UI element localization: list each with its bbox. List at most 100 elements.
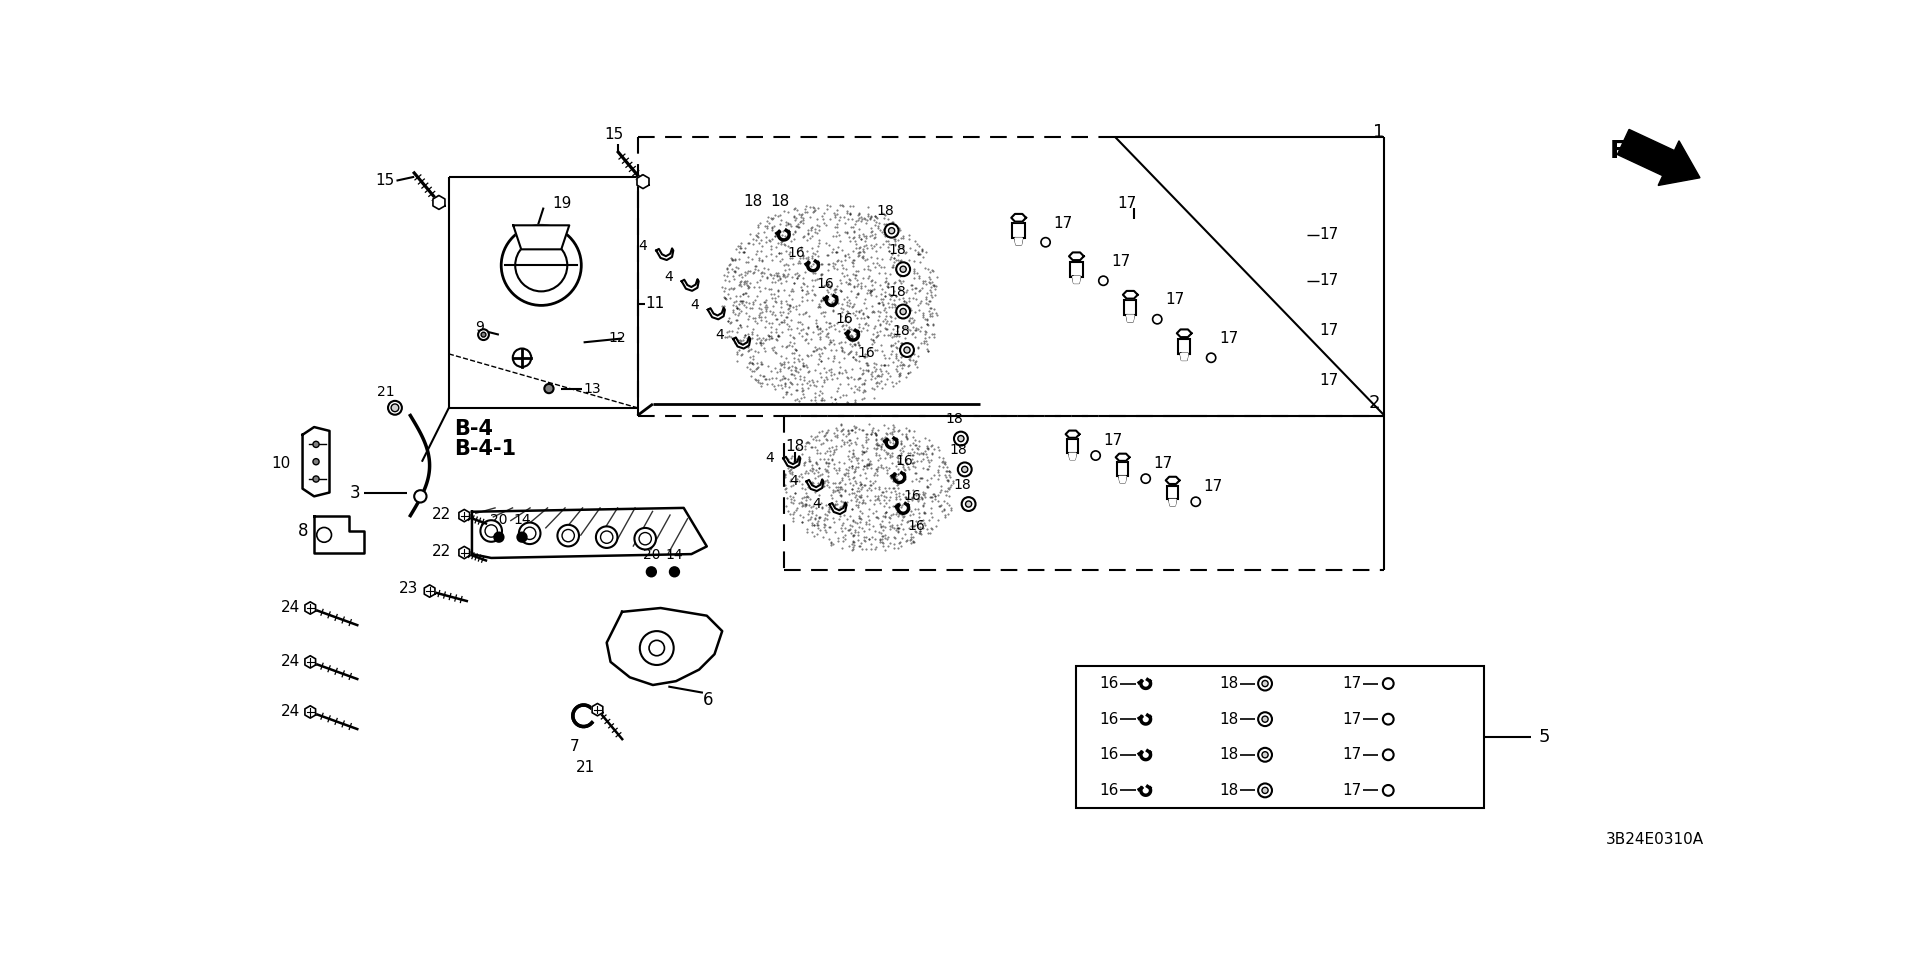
- Text: 21: 21: [376, 385, 394, 398]
- Circle shape: [904, 347, 910, 353]
- Polygon shape: [424, 585, 436, 597]
- Polygon shape: [1177, 329, 1192, 337]
- Circle shape: [313, 476, 319, 482]
- Text: 3B24E0310A: 3B24E0310A: [1605, 831, 1703, 847]
- Polygon shape: [303, 427, 330, 496]
- Circle shape: [900, 266, 906, 273]
- Circle shape: [900, 343, 914, 357]
- Text: 16: 16: [906, 519, 925, 534]
- Polygon shape: [472, 508, 707, 558]
- Text: 2: 2: [1369, 394, 1380, 412]
- Bar: [1069, 262, 1083, 276]
- Text: 17: 17: [1219, 331, 1238, 346]
- Polygon shape: [1069, 252, 1083, 260]
- Text: 15: 15: [376, 173, 396, 188]
- Circle shape: [962, 497, 975, 511]
- Polygon shape: [1066, 431, 1079, 438]
- Text: 16: 16: [895, 454, 914, 468]
- Bar: [1179, 339, 1190, 353]
- Text: 16: 16: [1100, 711, 1119, 727]
- Circle shape: [595, 526, 618, 548]
- Circle shape: [313, 442, 319, 447]
- Polygon shape: [733, 337, 751, 348]
- Circle shape: [958, 463, 972, 476]
- Text: 17: 17: [1342, 676, 1361, 691]
- Text: 17: 17: [1154, 456, 1173, 470]
- Polygon shape: [432, 196, 445, 209]
- Text: 16: 16: [1100, 783, 1119, 798]
- Bar: [1077, 665, 1484, 808]
- Text: 18: 18: [743, 194, 762, 209]
- Circle shape: [482, 332, 486, 337]
- Polygon shape: [459, 510, 470, 522]
- Text: 24: 24: [280, 601, 300, 615]
- Circle shape: [478, 329, 490, 340]
- Text: 17: 17: [1342, 783, 1361, 798]
- Circle shape: [889, 228, 895, 234]
- Bar: [1068, 440, 1079, 453]
- Polygon shape: [305, 602, 315, 614]
- Text: 4: 4: [716, 327, 724, 342]
- Polygon shape: [806, 479, 824, 491]
- Polygon shape: [1123, 291, 1139, 299]
- Text: 14: 14: [666, 548, 684, 562]
- Text: 4: 4: [789, 474, 797, 488]
- Text: 18: 18: [770, 194, 789, 209]
- Circle shape: [1261, 716, 1267, 722]
- Text: 17: 17: [1342, 711, 1361, 727]
- Text: 9: 9: [474, 320, 484, 334]
- Circle shape: [1258, 748, 1271, 761]
- Text: 18: 18: [1219, 676, 1238, 691]
- Polygon shape: [1016, 238, 1021, 245]
- Text: 6: 6: [703, 691, 714, 709]
- Polygon shape: [1116, 454, 1129, 461]
- Text: 7: 7: [570, 739, 580, 754]
- Text: 18: 18: [1219, 747, 1238, 762]
- Circle shape: [897, 304, 910, 319]
- Circle shape: [493, 533, 503, 541]
- Text: 16: 16: [787, 246, 804, 260]
- Polygon shape: [1617, 130, 1699, 185]
- Text: 18: 18: [889, 285, 906, 300]
- Text: 18: 18: [950, 444, 968, 457]
- Polygon shape: [1073, 276, 1081, 283]
- Text: 18: 18: [947, 412, 964, 426]
- Text: 20: 20: [643, 548, 660, 562]
- Text: 18: 18: [1219, 783, 1238, 798]
- Circle shape: [1140, 474, 1150, 483]
- Text: 18: 18: [785, 439, 804, 454]
- Text: 21: 21: [576, 760, 595, 776]
- Circle shape: [1206, 353, 1215, 362]
- Text: 18: 18: [954, 478, 972, 492]
- Polygon shape: [637, 175, 649, 188]
- Circle shape: [1261, 787, 1267, 794]
- Circle shape: [513, 348, 532, 367]
- Polygon shape: [591, 704, 603, 716]
- Circle shape: [415, 491, 426, 502]
- Circle shape: [392, 404, 399, 412]
- Circle shape: [1041, 238, 1050, 247]
- Polygon shape: [783, 456, 801, 468]
- Polygon shape: [513, 226, 568, 250]
- Text: 5: 5: [1538, 728, 1549, 746]
- Bar: [1123, 300, 1137, 315]
- Text: 13: 13: [584, 381, 601, 396]
- Text: 3: 3: [349, 484, 361, 501]
- Text: 16: 16: [856, 347, 876, 360]
- Circle shape: [958, 436, 964, 442]
- Text: 4: 4: [664, 270, 672, 284]
- Circle shape: [1258, 677, 1271, 690]
- Circle shape: [1152, 315, 1162, 324]
- Polygon shape: [829, 502, 847, 515]
- Circle shape: [1258, 712, 1271, 726]
- Circle shape: [897, 262, 910, 276]
- Text: 17: 17: [1319, 228, 1338, 242]
- Polygon shape: [459, 546, 470, 559]
- Polygon shape: [657, 249, 674, 260]
- Circle shape: [954, 432, 968, 445]
- Circle shape: [557, 525, 580, 546]
- Circle shape: [545, 384, 553, 394]
- Polygon shape: [1069, 453, 1075, 459]
- Circle shape: [388, 401, 401, 415]
- Text: 1: 1: [1373, 123, 1384, 141]
